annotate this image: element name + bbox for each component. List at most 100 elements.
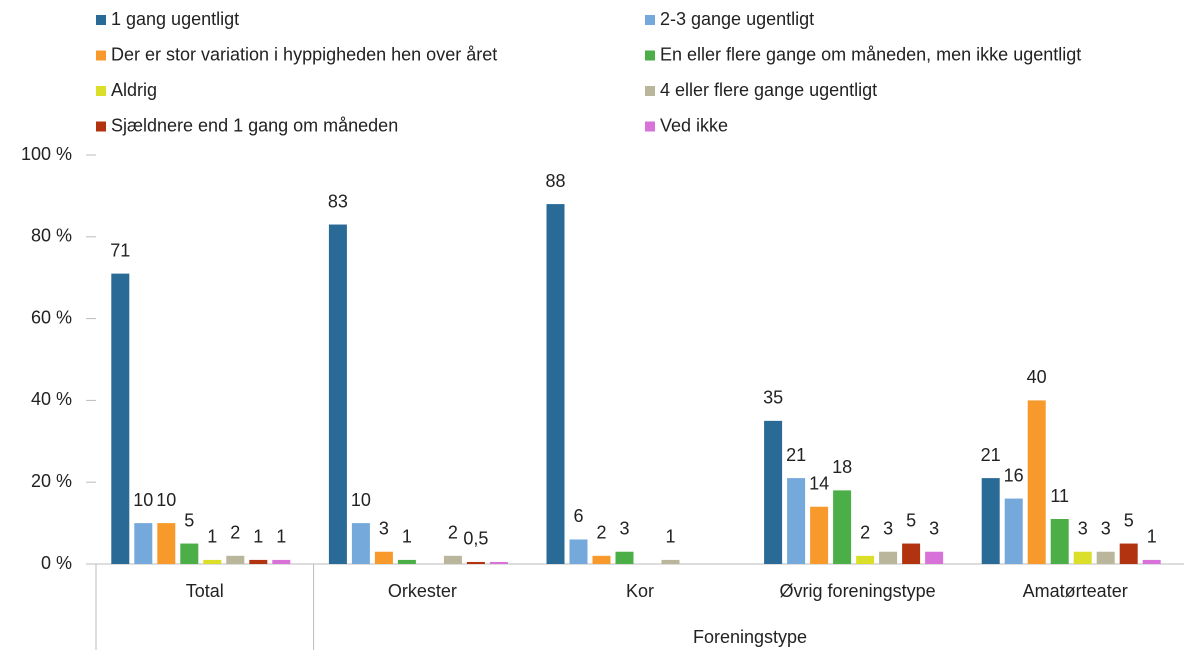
bar bbox=[249, 559, 268, 564]
bar bbox=[661, 559, 680, 564]
data-label: 40 bbox=[1027, 367, 1047, 387]
legend-label: Der er stor variation i hyppigheden hen … bbox=[111, 44, 497, 64]
data-label: 1 bbox=[207, 527, 217, 547]
legend-swatch bbox=[96, 50, 106, 61]
data-label: 1 bbox=[402, 527, 412, 547]
bar bbox=[833, 490, 852, 564]
legend-swatch bbox=[96, 121, 106, 132]
bar bbox=[1004, 498, 1023, 564]
bar bbox=[810, 506, 829, 564]
bar bbox=[569, 539, 588, 564]
data-label: 2 bbox=[596, 523, 606, 543]
legend-swatch bbox=[645, 15, 655, 25]
x-tick-label: Øvrig foreningstype bbox=[780, 581, 936, 601]
legend-swatch bbox=[96, 86, 106, 96]
data-label: 18 bbox=[832, 457, 852, 477]
y-tick-label: 0 % bbox=[41, 553, 72, 573]
data-label: 10 bbox=[156, 490, 176, 510]
data-label: 71 bbox=[110, 240, 130, 260]
data-label: 14 bbox=[809, 473, 829, 493]
data-label: 0,5 bbox=[463, 529, 488, 549]
x-tick-label: Amatørteater bbox=[1023, 581, 1128, 601]
data-label: 1 bbox=[1147, 527, 1157, 547]
data-label: 10 bbox=[351, 490, 371, 510]
bar bbox=[856, 555, 875, 564]
bar bbox=[787, 478, 806, 564]
bar bbox=[157, 523, 176, 564]
y-tick-label: 40 % bbox=[31, 389, 72, 409]
data-label: 11 bbox=[1050, 486, 1069, 506]
y-tick-label: 80 % bbox=[31, 226, 72, 246]
data-label: 83 bbox=[328, 191, 348, 211]
data-label: 1 bbox=[253, 527, 263, 547]
data-label: 2 bbox=[230, 523, 240, 543]
data-label: 5 bbox=[1124, 510, 1134, 530]
legend-swatch bbox=[645, 50, 655, 61]
bar bbox=[226, 555, 245, 564]
bar bbox=[764, 420, 783, 564]
x-tick-label: Kor bbox=[626, 581, 654, 601]
bar bbox=[1073, 551, 1092, 564]
legend-swatch bbox=[645, 86, 655, 96]
legend-label: Aldrig bbox=[111, 80, 157, 100]
legend-label: 1 gang ugentligt bbox=[111, 9, 239, 29]
x-tick-label: Orkester bbox=[388, 581, 457, 601]
bar bbox=[546, 204, 565, 564]
bar bbox=[489, 561, 508, 564]
legend-label: En eller flere gange om måneden, men ikk… bbox=[660, 44, 1081, 64]
data-label: 5 bbox=[906, 510, 916, 530]
data-label: 16 bbox=[1004, 465, 1024, 485]
bar bbox=[134, 523, 153, 564]
bar bbox=[203, 559, 222, 564]
data-label: 3 bbox=[379, 518, 389, 538]
bar bbox=[1096, 551, 1115, 564]
bar bbox=[592, 555, 611, 564]
data-label: 10 bbox=[133, 490, 153, 510]
bar bbox=[615, 551, 634, 564]
data-label: 3 bbox=[929, 518, 939, 538]
data-label: 6 bbox=[573, 506, 583, 526]
bar bbox=[925, 551, 944, 564]
bar bbox=[443, 555, 462, 564]
data-label: 21 bbox=[981, 445, 1001, 465]
legend-swatch bbox=[645, 121, 655, 132]
bar bbox=[1119, 543, 1138, 564]
legend-label: Sjældnere end 1 gang om måneden bbox=[111, 115, 398, 135]
data-label: 3 bbox=[883, 518, 893, 538]
data-label: 21 bbox=[786, 445, 806, 465]
bar bbox=[180, 543, 199, 564]
bar bbox=[1050, 519, 1069, 564]
y-tick-label: 100 % bbox=[21, 144, 72, 164]
bar bbox=[328, 224, 347, 564]
data-label: 35 bbox=[763, 388, 783, 408]
data-label: 5 bbox=[184, 510, 194, 530]
bar bbox=[981, 478, 1000, 564]
data-label: 3 bbox=[1078, 518, 1088, 538]
x-axis-title: Foreningstype bbox=[693, 627, 807, 647]
bar bbox=[1142, 559, 1161, 564]
data-label: 1 bbox=[665, 527, 675, 547]
bar bbox=[466, 561, 485, 564]
legend-label: Ved ikke bbox=[660, 115, 728, 135]
bar bbox=[879, 551, 898, 564]
y-tick-label: 60 % bbox=[31, 307, 72, 327]
data-label: 88 bbox=[545, 171, 565, 191]
legend-swatch bbox=[96, 15, 106, 25]
bar bbox=[351, 523, 370, 564]
data-label: 1 bbox=[276, 527, 286, 547]
x-tick-label: Total bbox=[186, 581, 224, 601]
data-label: 2 bbox=[448, 523, 458, 543]
bar bbox=[397, 559, 416, 564]
legend-label: 4 eller flere gange ugentligt bbox=[660, 80, 877, 100]
bar bbox=[374, 551, 393, 564]
bar bbox=[272, 559, 291, 564]
data-label: 3 bbox=[1101, 518, 1111, 538]
y-tick-label: 20 % bbox=[31, 471, 72, 491]
data-label: 2 bbox=[860, 523, 870, 543]
bar bbox=[902, 543, 921, 564]
bar bbox=[111, 273, 130, 564]
bar bbox=[1027, 400, 1046, 564]
data-label: 3 bbox=[619, 518, 629, 538]
legend-label: 2-3 gange ugentligt bbox=[660, 9, 814, 29]
